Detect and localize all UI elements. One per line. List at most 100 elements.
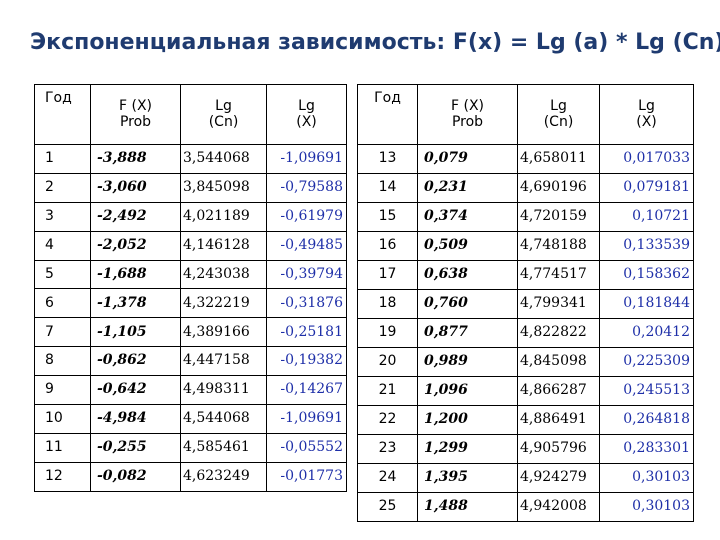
year-header: Год: [34, 84, 91, 145]
year-cell: 12: [34, 461, 91, 492]
year-cell: 17: [357, 260, 418, 290]
fx-prob-cell: -2,052: [90, 230, 181, 261]
lg-cn-cell: 4,389166: [180, 317, 267, 348]
year-cell: 8: [34, 346, 91, 377]
lg-cn-cell: 4,447158: [180, 346, 267, 377]
fx-prob-cell: -0,642: [90, 375, 181, 406]
lg-x-cell: -0,19382: [266, 346, 347, 377]
year-cell: 2: [34, 172, 91, 203]
lg-cn-cell: 4,146128: [180, 230, 267, 261]
fx-header: F (X) Prob: [417, 84, 518, 145]
lg-cn-cell: 4,720159: [517, 202, 600, 232]
year-cell: 1: [34, 144, 91, 174]
fx-prob-cell: 1,488: [417, 492, 518, 522]
lg-cn-cell: 4,585461: [180, 432, 267, 463]
lg-x-cell: 0,264818: [599, 405, 694, 435]
lg-x-cell: 0,158362: [599, 260, 694, 290]
lg-x-cell: 0,10721: [599, 202, 694, 232]
fx-prob-cell: 1,299: [417, 434, 518, 464]
table-row: 18 0,760 4,799341 0,181844: [357, 289, 694, 319]
year-cell: 15: [357, 202, 418, 232]
lg-x-cell: 0,181844: [599, 289, 694, 319]
lgcn-header: Lg (Cn): [180, 84, 267, 145]
lgx-header: Lg (X): [266, 84, 347, 145]
lg-x-cell: -0,49485: [266, 230, 347, 261]
fx-prob-cell: -0,255: [90, 432, 181, 463]
lg-cn-cell: 4,774517: [517, 260, 600, 290]
lg-cn-cell: 4,799341: [517, 289, 600, 319]
lgcn-header: Lg (Cn): [517, 84, 600, 145]
fx-prob-cell: -3,060: [90, 172, 181, 203]
lg-x-cell: -0,05552: [266, 432, 347, 463]
year-cell: 9: [34, 375, 91, 406]
lg-cn-cell: 4,942008: [517, 492, 600, 522]
lg-x-cell: 0,017033: [599, 144, 694, 174]
year-cell: 19: [357, 318, 418, 348]
year-header: Год: [357, 84, 418, 145]
fx-prob-cell: 0,760: [417, 289, 518, 319]
page-title: Экспоненциальная зависимость: F(x) = Lg …: [30, 30, 720, 55]
table-row: 16 0,509 4,748188 0,133539: [357, 231, 694, 261]
lg-x-cell: 0,079181: [599, 173, 694, 203]
lg-x-cell: -0,01773: [266, 461, 347, 492]
fx-prob-cell: 1,395: [417, 463, 518, 493]
year-cell: 25: [357, 492, 418, 522]
lg-x-cell: -1,09691: [266, 144, 347, 174]
lg-x-cell: -1,09691: [266, 404, 347, 434]
lg-cn-cell: 4,748188: [517, 231, 600, 261]
right-header-row: Год F (X) Prob Lg (Cn) Lg (X): [357, 84, 694, 145]
table-row: 7 -1,105 4,389166 -0,25181: [34, 317, 347, 348]
year-cell: 4: [34, 230, 91, 261]
left-table-body: 1 -3,888 3,544068 -1,09691 2 -3,060 3,845098 -0…: [34, 144, 347, 492]
table-row: 12 -0,082 4,623249 -0,01773: [34, 461, 347, 492]
table-row: 2 -3,060 3,845098 -0,79588: [34, 172, 347, 203]
year-cell: 23: [357, 434, 418, 464]
year-cell: 24: [357, 463, 418, 493]
table-row: 9 -0,642 4,498311 -0,14267: [34, 375, 347, 406]
fx-prob-cell: -1,105: [90, 317, 181, 348]
year-cell: 10: [34, 404, 91, 434]
fx-prob-cell: -0,082: [90, 461, 181, 492]
table-row: 5 -1,688 4,243038 -0,39794: [34, 259, 347, 290]
fx-prob-cell: -4,984: [90, 404, 181, 434]
lg-x-cell: -0,39794: [266, 259, 347, 290]
lg-x-cell: -0,14267: [266, 375, 347, 406]
year-cell: 20: [357, 347, 418, 377]
lg-cn-cell: 4,845098: [517, 347, 600, 377]
lg-x-cell: -0,61979: [266, 201, 347, 232]
table-row: 19 0,877 4,822822 0,20412: [357, 318, 694, 348]
fx-prob-cell: -3,888: [90, 144, 181, 174]
year-cell: 3: [34, 201, 91, 232]
fx-prob-cell: 0,509: [417, 231, 518, 261]
lg-cn-cell: 4,886491: [517, 405, 600, 435]
lg-x-cell: 0,283301: [599, 434, 694, 464]
year-cell: 5: [34, 259, 91, 290]
lg-cn-cell: 4,021189: [180, 201, 267, 232]
lg-x-cell: -0,25181: [266, 317, 347, 348]
year-cell: 21: [357, 376, 418, 406]
lg-x-cell: 0,133539: [599, 231, 694, 261]
lg-cn-cell: 4,243038: [180, 259, 267, 290]
fx-prob-cell: 0,638: [417, 260, 518, 290]
lg-cn-cell: 4,690196: [517, 173, 600, 203]
lg-x-cell: 0,225309: [599, 347, 694, 377]
lg-cn-cell: 4,322219: [180, 288, 267, 319]
lg-x-cell: 0,30103: [599, 463, 694, 493]
year-cell: 22: [357, 405, 418, 435]
table-row: 22 1,200 4,886491 0,264818: [357, 405, 694, 435]
lgx-header: Lg (X): [599, 84, 694, 145]
table-row: 11 -0,255 4,585461 -0,05552: [34, 432, 347, 463]
table-row: 15 0,374 4,720159 0,10721: [357, 202, 694, 232]
lg-cn-cell: 4,544068: [180, 404, 267, 434]
lg-x-cell: -0,79588: [266, 172, 347, 203]
lg-cn-cell: 4,866287: [517, 376, 600, 406]
year-cell: 6: [34, 288, 91, 319]
fx-prob-cell: -2,492: [90, 201, 181, 232]
year-cell: 13: [357, 144, 418, 174]
lg-x-cell: 0,245513: [599, 376, 694, 406]
year-cell: 18: [357, 289, 418, 319]
year-cell: 14: [357, 173, 418, 203]
fx-header: F (X) Prob: [90, 84, 181, 145]
table-row: 17 0,638 4,774517 0,158362: [357, 260, 694, 290]
table-row: 20 0,989 4,845098 0,225309: [357, 347, 694, 377]
